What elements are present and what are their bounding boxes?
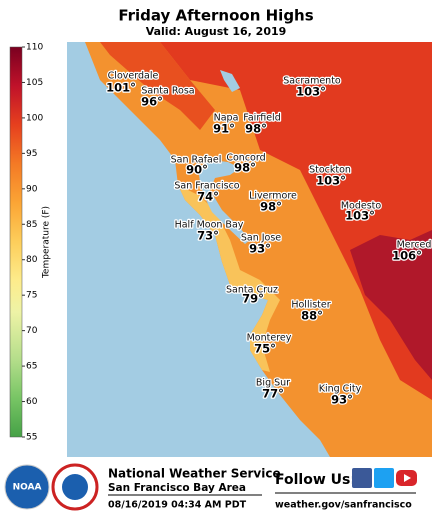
colorbar-tick-label: 55 xyxy=(26,433,37,443)
colorbar-tick-label: 80 xyxy=(26,255,38,265)
city-name: San Jose xyxy=(241,233,281,244)
city-temp: 101° xyxy=(106,81,136,95)
city-temp: 75° xyxy=(254,342,276,356)
colorbar-tick-label: 70 xyxy=(26,326,38,336)
city-name: Monterey xyxy=(247,333,292,344)
city-temp: 96° xyxy=(141,95,163,109)
noaa-text: NOAA xyxy=(13,483,42,493)
twitter[interactable] xyxy=(374,468,394,488)
city-temp: 93° xyxy=(331,393,353,407)
city-name: Fairfield xyxy=(243,113,280,124)
city-name: San Rafael xyxy=(171,155,222,166)
nws-logo-inner xyxy=(62,474,88,500)
title: Friday Afternoon Highs xyxy=(118,7,313,25)
lake xyxy=(220,70,240,92)
subtitle: Valid: August 16, 2019 xyxy=(146,25,287,38)
facebook[interactable] xyxy=(352,468,372,488)
city-name: Santa Cruz xyxy=(226,285,278,296)
footer: NOAA National Weather Service San Franci… xyxy=(4,463,417,511)
city-temp: 103° xyxy=(296,85,326,99)
city-temp: 77° xyxy=(262,387,284,401)
area: San Francisco Bay Area xyxy=(108,482,246,494)
city-name: San Francisco xyxy=(174,181,239,192)
colorbar-tick-label: 95 xyxy=(26,149,37,159)
land-hot-2 xyxy=(100,42,215,130)
city-name: Half Moon Bay xyxy=(175,220,244,231)
city-temp: 98° xyxy=(245,122,267,136)
colorbar-label: Temperature (F) xyxy=(42,206,52,279)
city-name: Hollister xyxy=(291,300,330,311)
colorbar-tick-label: 75 xyxy=(26,291,37,301)
map xyxy=(67,42,432,457)
url[interactable]: weather.gov/sanfrancisco xyxy=(275,500,412,511)
city-name: Merced xyxy=(397,240,432,251)
city-name: Livermore xyxy=(249,191,297,202)
city-name: Sacramento xyxy=(283,76,341,87)
colorbar-tick-label: 110 xyxy=(26,43,43,53)
city-name: Cloverdale xyxy=(108,71,159,82)
colorbar-tick-label: 85 xyxy=(26,220,37,230)
colorbar-tick-label: 100 xyxy=(26,113,43,123)
colorbar-tick-label: 60 xyxy=(26,397,38,407)
city-temp: 90° xyxy=(186,163,208,177)
city-name: Modesto xyxy=(341,201,382,212)
land-hottest xyxy=(350,230,432,380)
city-temp: 73° xyxy=(197,229,219,243)
city-temp: 103° xyxy=(345,209,375,223)
colorbar xyxy=(9,46,23,438)
colorbar-tick-label: 105 xyxy=(26,78,43,88)
city-temp: 91° xyxy=(213,122,235,136)
office: National Weather Service xyxy=(108,467,281,481)
city-name: Stockton xyxy=(309,165,351,176)
city-name: Santa Rosa xyxy=(141,86,194,97)
city-name: King City xyxy=(319,384,362,395)
coast-cool xyxy=(178,185,280,372)
city-name: Napa xyxy=(214,113,239,124)
city-temp: 74° xyxy=(197,190,219,204)
colorbar-tick-label: 65 xyxy=(26,362,37,372)
follow: Follow Us: xyxy=(275,472,356,488)
noaa-logo xyxy=(4,464,50,510)
city-temp: 98° xyxy=(260,200,282,214)
issued: 08/16/2019 04:34 AM PDT xyxy=(108,500,247,511)
youtube-play xyxy=(404,474,411,482)
city-temp: 88° xyxy=(301,309,323,323)
city-name: Big Sur xyxy=(256,378,290,389)
city-temp: 106° xyxy=(392,249,422,263)
bay xyxy=(198,160,250,244)
colorbar-tick-label: 90 xyxy=(26,184,38,194)
city-temp: 103° xyxy=(316,174,346,188)
city-temp: 93° xyxy=(249,242,271,256)
city-name: Concord xyxy=(226,153,265,164)
city-temp: 79° xyxy=(242,292,264,306)
land-hot xyxy=(160,42,432,400)
city-temp: 98° xyxy=(234,161,256,175)
